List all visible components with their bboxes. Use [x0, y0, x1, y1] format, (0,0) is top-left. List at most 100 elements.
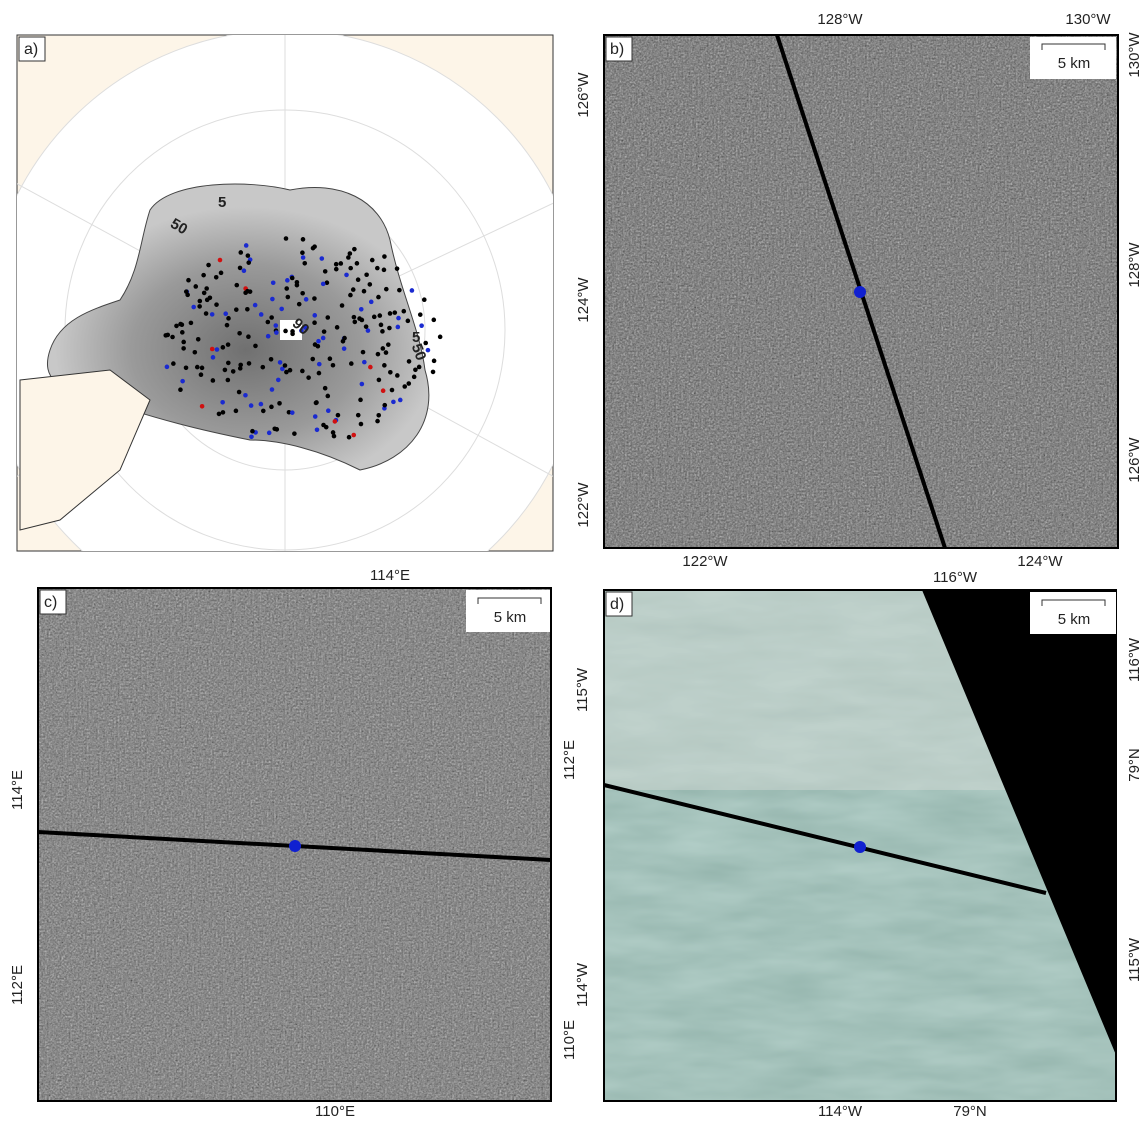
buoy-point [234, 409, 239, 414]
buoy-point [392, 310, 397, 315]
buoy-point [267, 431, 272, 436]
buoy-point [238, 250, 243, 255]
left-label: 115°W [574, 667, 591, 712]
buoy-point [356, 277, 361, 282]
buoy-point [351, 433, 356, 438]
buoy-point [178, 387, 183, 392]
buoy-point [413, 367, 418, 372]
buoy-point [333, 419, 338, 424]
bottom-label: 122°W [682, 553, 728, 570]
buoy-point [431, 318, 436, 323]
buoy-point [384, 350, 389, 355]
buoy-point [180, 322, 185, 327]
buoy-point [300, 291, 305, 296]
left-label: 112°E [9, 965, 26, 1005]
buoy-point [418, 312, 423, 317]
buoy-point [237, 390, 242, 395]
buoy-point [297, 302, 302, 307]
buoy-point [302, 261, 307, 266]
buoy-point [419, 323, 424, 328]
buoy-point [362, 289, 367, 294]
buoy-point [288, 368, 293, 373]
buoy-point [165, 365, 170, 370]
buoy-point [180, 330, 185, 335]
buoy-point [246, 260, 251, 265]
buoy-point [335, 325, 340, 330]
buoy-point [314, 400, 319, 405]
buoy-point [387, 326, 392, 331]
buoy-point [237, 331, 242, 336]
buoy-point [246, 253, 251, 258]
buoy-point [388, 370, 393, 375]
buoy-point [368, 282, 373, 287]
buoy-point [316, 339, 321, 344]
buoy-point [193, 284, 198, 289]
buoy-point [231, 369, 236, 374]
buoy-point [170, 335, 175, 340]
buoy-point [388, 311, 393, 316]
buoy-point [269, 405, 274, 410]
buoy-point [220, 400, 225, 405]
buoy-point [390, 388, 395, 393]
buoy-position [854, 286, 866, 298]
buoy-point [359, 422, 364, 427]
panel-c: c) 5 km 114°E 114°E 112°E 112°E 110°E 11… [9, 567, 578, 1120]
buoy-point [312, 244, 317, 249]
buoy-point [358, 398, 363, 403]
panel-b: b) 5 km 128°W 130°W 130°W 128°W 126°W 12… [575, 11, 1143, 570]
contour-label: 5 [218, 194, 226, 211]
buoy-point [306, 375, 311, 380]
buoy-point [312, 313, 317, 318]
buoy-point [245, 289, 250, 294]
buoy-point [225, 323, 230, 328]
buoy-point [321, 336, 326, 341]
buoy-point [283, 363, 288, 368]
buoy-point [328, 356, 333, 361]
scale-bar-label: 5 km [1058, 55, 1091, 72]
buoy-point [348, 251, 353, 256]
buoy-point [340, 303, 345, 308]
left-label: 122°W [575, 482, 592, 528]
buoy-point [234, 283, 239, 288]
buoy-point [221, 410, 226, 415]
left-label: 114°E [9, 770, 26, 810]
top-label: 114°E [370, 567, 410, 584]
buoy-point [406, 381, 411, 386]
buoy-point [348, 266, 353, 271]
buoy-point [352, 247, 357, 252]
panel-label: c) [44, 594, 57, 611]
buoy-point [301, 255, 306, 260]
buoy-point [226, 342, 231, 347]
buoy-point [347, 435, 352, 440]
buoy-point [377, 313, 382, 318]
buoy-point [277, 401, 282, 406]
buoy-point [274, 330, 279, 335]
buoy-point [346, 255, 351, 260]
panel-a: a) 5 50 90 5 50 [0, 30, 585, 630]
right-label: 116°W [1126, 637, 1143, 682]
buoy-point [250, 429, 255, 434]
buoy-point [285, 278, 290, 283]
buoy-point [191, 305, 196, 310]
left-label: 126°W [575, 72, 592, 118]
buoy-point [344, 273, 349, 278]
buoy-point [304, 297, 309, 302]
buoy-point [349, 361, 354, 366]
top-label: 128°W [817, 11, 863, 28]
buoy-point [290, 276, 295, 281]
buoy-point [310, 357, 315, 362]
buoy-point [290, 410, 295, 415]
buoy-point [395, 266, 400, 271]
buoy-point [204, 311, 209, 316]
buoy-point [368, 365, 373, 370]
panel-label: a) [24, 41, 38, 58]
buoy-point [245, 307, 250, 312]
buoy-point [271, 280, 276, 285]
buoy-point [211, 378, 216, 383]
buoy-point [201, 273, 206, 278]
buoy-point [380, 329, 385, 334]
buoy-point [247, 361, 252, 366]
buoy-point [375, 266, 380, 271]
right-label: 110°E [561, 1020, 578, 1060]
buoy-point [211, 355, 216, 360]
